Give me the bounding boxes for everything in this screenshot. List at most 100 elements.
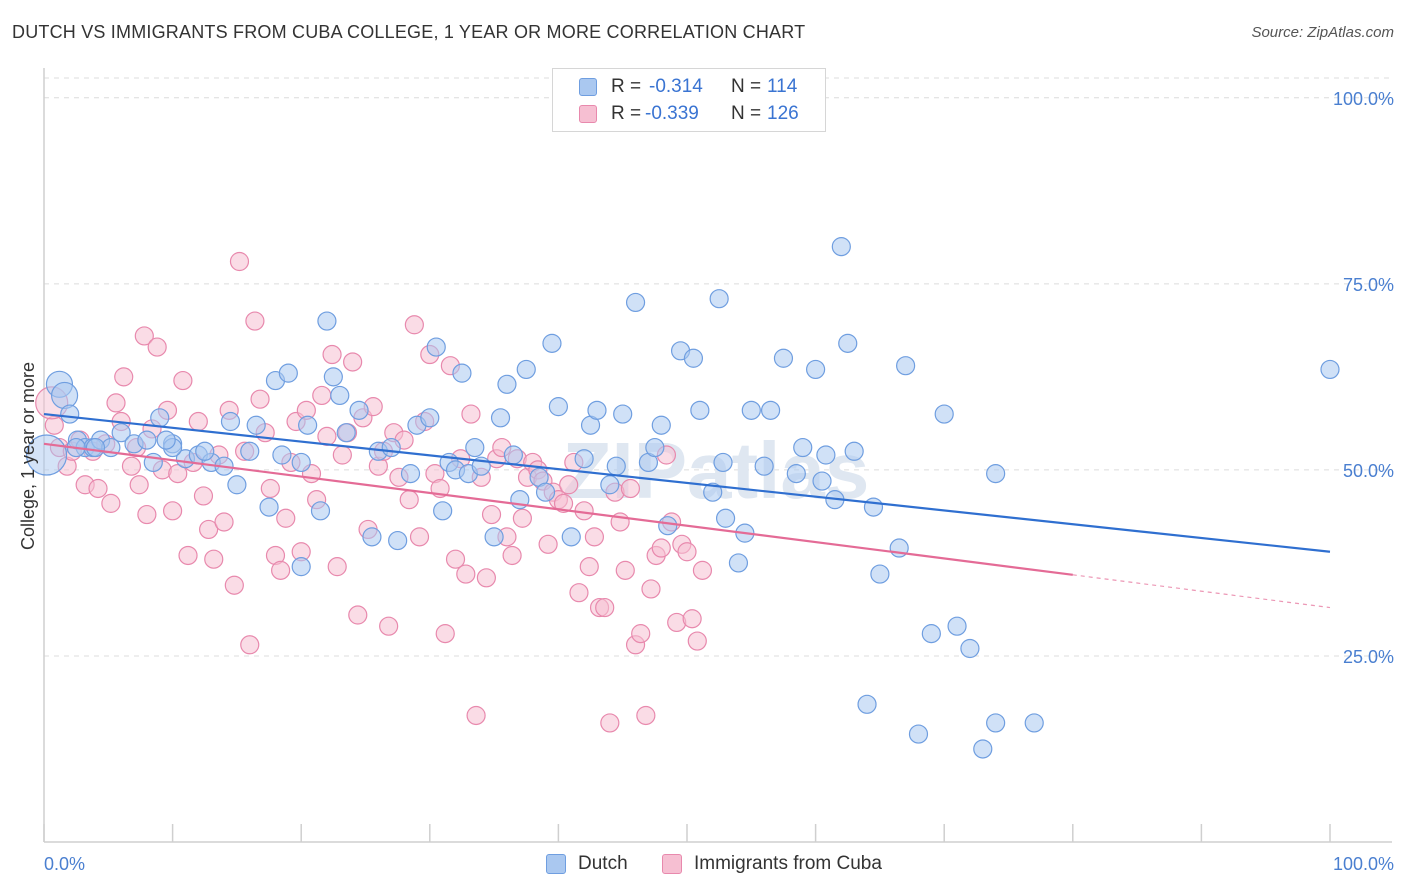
cuba-point [600, 713, 620, 733]
cuba-point [214, 512, 234, 532]
cuba-point [106, 393, 126, 413]
dutch-point [426, 337, 446, 357]
cuba-swatch [662, 854, 682, 874]
dutch-point [548, 397, 569, 417]
dutch-point [381, 437, 401, 458]
legend-label-dutch: Dutch [578, 853, 628, 874]
dutch-point [896, 356, 916, 376]
cuba-point [147, 337, 167, 357]
dutch-point [934, 404, 954, 424]
n-label: N = [731, 103, 762, 124]
legend-label-cuba: Immigrants from Cuba [694, 853, 882, 874]
x-tick-label-max: 100.0% [1333, 854, 1394, 874]
dutch-point [240, 441, 260, 461]
dutch-point [908, 724, 929, 744]
dutch-point [857, 694, 877, 714]
dutch-point [690, 400, 710, 420]
cuba-point [332, 445, 352, 465]
dutch-point [310, 501, 331, 521]
cuba-point [312, 385, 332, 406]
cuba-point [101, 493, 121, 513]
cuba-point [636, 705, 656, 726]
dutch-points [25, 237, 1340, 759]
cuba-point [692, 560, 713, 580]
dutch-point [715, 508, 736, 528]
dutch-point [452, 363, 472, 383]
stats-legend: R = -0.314 N = 114 R = -0.339 N = 126 [552, 68, 826, 132]
cuba-point [121, 456, 142, 476]
dutch-point [298, 415, 318, 435]
dutch-point [986, 713, 1006, 733]
cuba-point [404, 315, 424, 335]
dutch-point [844, 441, 864, 461]
dutch-point [960, 638, 980, 659]
dutch-point [587, 400, 607, 420]
dutch-point [220, 411, 241, 432]
dutch-point [625, 292, 646, 313]
dutch-point [870, 564, 890, 584]
cuba-point [559, 475, 579, 495]
dutch-point [317, 311, 337, 331]
cuba-point [631, 624, 651, 644]
dutch-point [420, 408, 440, 428]
cuba-point [199, 519, 219, 540]
cuba-point [595, 597, 615, 618]
dutch-point [137, 430, 157, 450]
trend-lines [43, 412, 1331, 609]
cuba-point [229, 251, 250, 272]
cuba-point [538, 534, 558, 554]
cuba-point [173, 370, 193, 391]
cuba-point [553, 493, 574, 513]
dutch-point [1024, 713, 1044, 733]
dutch-point [709, 289, 729, 309]
dutch-point [831, 237, 851, 257]
dutch-point [60, 404, 80, 424]
cuba-point [476, 568, 496, 588]
cuba-point [240, 635, 260, 655]
cuba-point [250, 389, 270, 409]
dutch-point [986, 464, 1006, 484]
dutch-point [323, 367, 343, 387]
cuba-point [651, 538, 671, 558]
dutch-point [786, 464, 806, 484]
legend-row-dutch: R = -0.314 N = 114 [553, 74, 825, 100]
cuba-point [445, 549, 466, 569]
cuba-point [682, 609, 702, 629]
dutch-point [728, 553, 749, 573]
r-label: R = [611, 103, 642, 124]
dutch-point [613, 404, 633, 424]
cuba-point [129, 475, 149, 495]
cuba-point [461, 404, 481, 424]
cuba-trend-line-extension [1072, 574, 1331, 609]
dutch-point [516, 359, 536, 380]
dutch-point [111, 423, 131, 443]
dutch-point [195, 441, 215, 461]
dutch-point [278, 363, 298, 383]
cuba-point [137, 504, 157, 525]
cuba-point [88, 478, 108, 499]
dutch-point [1320, 359, 1340, 380]
r-label: R = [611, 76, 642, 97]
dutch-point [497, 374, 517, 394]
dutch-point [535, 482, 556, 502]
dutch-point [816, 445, 836, 465]
source-label: Source: ZipAtlas.com [1251, 24, 1394, 41]
dutch-point [703, 482, 723, 502]
cuba-point [343, 352, 363, 372]
cuba-point [569, 583, 589, 603]
cuba-point [245, 311, 265, 331]
dutch-point [400, 464, 421, 484]
cuba-point [276, 508, 296, 528]
x-tick-label-min: 0.0% [44, 854, 85, 874]
dutch-swatch [546, 854, 566, 874]
dutch-point [658, 516, 678, 536]
cuba-point [435, 624, 455, 644]
dutch-point [947, 616, 967, 636]
cuba-swatch [579, 105, 597, 123]
cuba-point [163, 501, 183, 521]
dutch-point [490, 408, 511, 428]
dutch-point [291, 452, 311, 473]
cuba-point [188, 411, 208, 432]
dutch-point [388, 530, 408, 551]
